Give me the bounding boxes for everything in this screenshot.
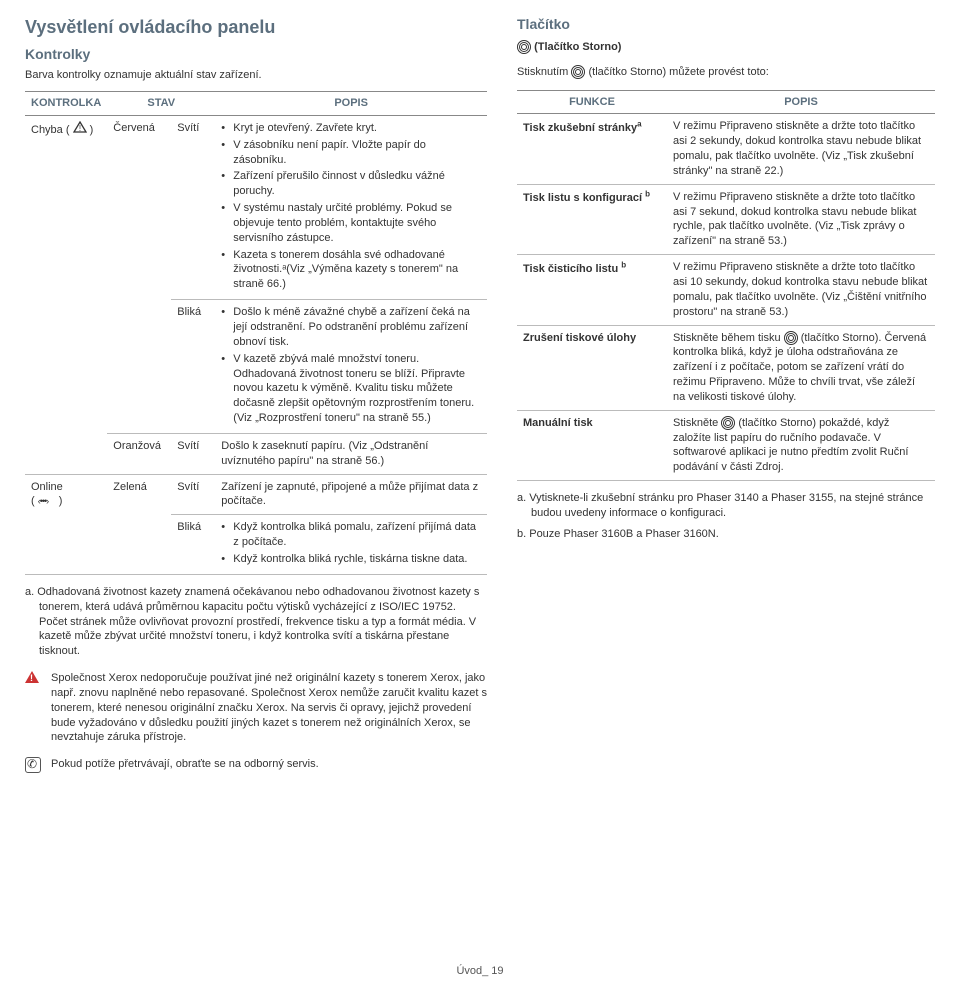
section-tlacitko: Tlačítko [517, 15, 935, 34]
funkce-table: FUNKCE POPIS Tisk zkušební stránkya V re… [517, 90, 935, 482]
cell-desc: V režimu Připraveno stiskněte a držte to… [667, 184, 935, 254]
row-zruseni: Zrušení tiskové úlohy Stiskněte během ti… [517, 325, 935, 410]
sup: b [621, 260, 626, 269]
cell-plain: Došlo k zaseknutí papíru. (Viz „Odstraně… [215, 433, 487, 474]
intro-b: (tlačítko Storno) můžete provést toto: [588, 66, 768, 78]
cell-blika-1: Bliká [171, 300, 215, 434]
row-konfig: Tisk listu s konfigurací b V režimu Přip… [517, 184, 935, 254]
th-popis-r: POPIS [667, 90, 935, 114]
online-dots-icon [38, 494, 56, 504]
label-online-paren-suffix: ) [59, 495, 63, 507]
row-zkusebni: Tisk zkušební stránkya V režimu Připrave… [517, 114, 935, 184]
desc-a: Stiskněte [673, 417, 721, 429]
cell-sviti-2: Svítí [171, 433, 215, 474]
th-popis: POPIS [215, 92, 487, 116]
cell-sviti-3: Svítí [171, 474, 215, 515]
footnote-b-right: b. Pouze Phaser 3160B a Phaser 3160N. [517, 527, 935, 542]
bullet: Kryt je otevřený. Zavřete kryt. [221, 121, 481, 136]
row-online-zelena-sviti: Online ( ) Zelená Svítí Zařízení je zapn… [25, 474, 487, 515]
phone-icon [25, 757, 41, 773]
cell-plain: Zařízení je zapnuté, připojené a může př… [215, 474, 487, 515]
cancel-icon [721, 416, 735, 430]
f-label: Tisk zkušební stránky [523, 122, 637, 134]
warning-triangle-icon: ! [73, 121, 87, 133]
intro-a: Stisknutím [517, 66, 571, 78]
warning-icon [25, 671, 39, 683]
footnote-a-right: a. Vytisknete-li zkušební stránku pro Ph… [517, 491, 935, 521]
cancel-icon [517, 40, 531, 54]
kontrolky-intro: Barva kontrolky oznamuje aktuální stav z… [25, 68, 487, 83]
th-funkce: FUNKCE [517, 90, 667, 114]
bullet: Zařízení přerušilo činnost v důsledku vá… [221, 169, 481, 199]
bullet: Došlo k méně závažné chybě a zařízení če… [221, 305, 481, 350]
cell-sviti-1: Svítí [171, 115, 215, 299]
warning-box: Společnost Xerox nedoporučuje používat j… [25, 671, 487, 745]
bullet: V kazetě zbývá malé množství toneru. Odh… [221, 352, 481, 426]
th-kontrolka: KONTROLKA [25, 92, 107, 116]
label-online-paren: ( [31, 495, 35, 507]
f-label: Tisk listu s konfigurací [523, 192, 645, 204]
svg-text:!: ! [78, 124, 80, 133]
phone-text: Pokud potíže přetrvávají, obraťte se na … [51, 757, 487, 772]
sup: b [645, 190, 650, 199]
phone-box: Pokud potíže přetrvávají, obraťte se na … [25, 757, 487, 778]
bullet: V zásobníku není papír. Vložte papír do … [221, 138, 481, 168]
f-label: Manuální tisk [523, 417, 593, 429]
bullet: Když kontrolka bliká pomalu, zařízení př… [221, 520, 481, 550]
row-cistici: Tisk čisticího listu b V režimu Připrave… [517, 255, 935, 325]
bullet: Kazeta s tonerem dosáhla své odhadované … [221, 248, 481, 293]
cell-zelena: Zelená [107, 474, 171, 574]
desc-a: Stiskněte během tisku [673, 332, 784, 344]
cell-cervena: Červená [107, 115, 171, 433]
f-label: Tisk čisticího listu [523, 263, 621, 275]
f-label: Zrušení tiskové úlohy [523, 332, 636, 344]
warning-text: Společnost Xerox nedoporučuje používat j… [51, 671, 487, 745]
cancel-icon [784, 331, 798, 345]
storno-label: (Tlačítko Storno) [534, 41, 621, 53]
section-kontrolky: Kontrolky [25, 45, 487, 64]
th-stav: STAV [107, 92, 215, 116]
cell-blika-2: Bliká [171, 515, 215, 575]
cell-oranzova: Oranžová [107, 433, 171, 474]
footnote-a-left: a. Odhadovaná životnost kazety znamená o… [25, 585, 487, 659]
bullet: V systému nastaly určité problémy. Pokud… [221, 201, 481, 246]
bullet: Když kontrolka bliká rychle, tiskárna ti… [221, 552, 481, 567]
kontrolky-table: KONTROLKA STAV POPIS Chyba ( ! ) Červená [25, 91, 487, 575]
label-online: Online [31, 481, 63, 493]
label-chyba-suffix: ) [90, 124, 94, 136]
page-number: Úvod_ 19 [0, 964, 960, 979]
cell-desc: V režimu Připraveno stiskněte a držte to… [667, 255, 935, 325]
row-chyba-cervena-sviti: Chyba ( ! ) Červená Svítí Kryt je otevře… [25, 115, 487, 299]
cancel-icon [571, 65, 585, 79]
sup: a [637, 119, 641, 128]
row-manual: Manuální tisk Stiskněte (tlačítko Storno… [517, 410, 935, 480]
cell-desc: V režimu Připraveno stiskněte a držte to… [667, 114, 935, 184]
label-chyba: Chyba ( [31, 124, 70, 136]
page-title: Vysvětlení ovládacího panelu [25, 15, 487, 39]
